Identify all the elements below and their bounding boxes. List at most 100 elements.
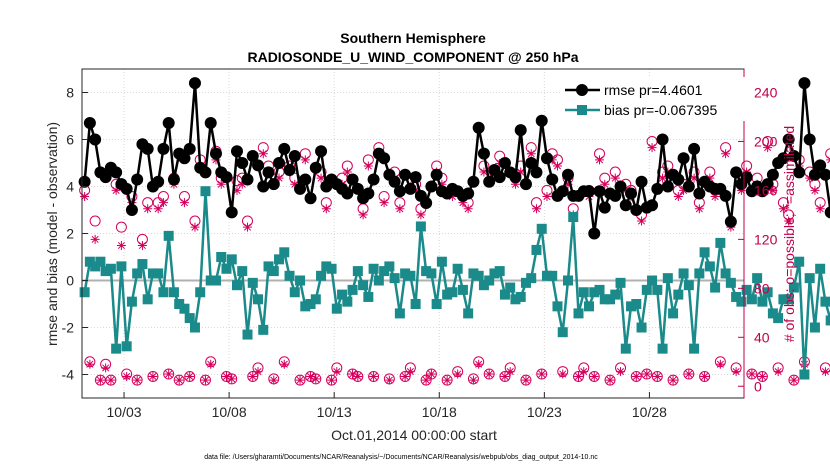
bias-point xyxy=(457,284,468,295)
rmse-point xyxy=(766,168,779,181)
possible-obs-point xyxy=(294,374,306,386)
bias-point xyxy=(310,294,321,305)
bias-point xyxy=(815,263,826,274)
bias-point xyxy=(489,268,500,279)
bias-point xyxy=(573,308,584,319)
bias-point xyxy=(762,287,773,298)
bias-point xyxy=(463,308,474,319)
bias-point xyxy=(132,268,143,279)
legend-bias-label: bias pr=-0.067395 xyxy=(604,102,717,118)
rmse-point xyxy=(367,173,380,186)
legend-box xyxy=(562,77,745,121)
rmse-point xyxy=(493,171,506,184)
y-right-tick-label: 200 xyxy=(754,133,778,149)
bias-point xyxy=(200,186,211,197)
assimilated-obs-point xyxy=(311,374,321,384)
assimilated-obs-point xyxy=(290,179,300,189)
possible-obs-point xyxy=(326,374,338,386)
bias-point xyxy=(126,296,137,307)
bias-point xyxy=(242,329,253,340)
assimilated-obs-point xyxy=(694,204,704,214)
bias-series xyxy=(79,186,830,380)
rmse-point xyxy=(404,182,417,195)
bias-point xyxy=(515,291,526,302)
assimilated-obs-point xyxy=(747,369,757,379)
rmse-point xyxy=(661,180,674,193)
bias-point xyxy=(295,275,306,286)
rmse-point xyxy=(183,142,196,155)
assimilated-obs-point xyxy=(221,371,231,381)
assimilated-obs-point xyxy=(185,371,195,381)
bias-point xyxy=(825,315,830,326)
assimilated-obs-point xyxy=(558,369,568,379)
assimilated-obs-point xyxy=(710,192,720,202)
rmse-point xyxy=(525,157,538,169)
possible-obs-point xyxy=(699,370,711,382)
bias-point xyxy=(111,343,122,354)
assimilated-obs-point xyxy=(426,369,436,379)
assimilated-obs-point xyxy=(306,371,316,381)
rmse-point xyxy=(125,204,138,216)
rmse-point xyxy=(188,77,201,90)
y-tick-label: -2 xyxy=(62,320,75,336)
assimilated-obs-point xyxy=(595,155,605,165)
assimilated-obs-point xyxy=(358,210,368,220)
bias-point xyxy=(652,284,663,295)
x-tick-label: 10/23 xyxy=(527,404,562,420)
assimilated-obs-point xyxy=(300,155,310,165)
rmse-point xyxy=(262,166,275,179)
assimilated-obs-point xyxy=(610,173,620,183)
assimilated-obs-point xyxy=(179,198,189,208)
rmse-point xyxy=(740,171,753,184)
bias-point xyxy=(195,287,206,298)
possible-obs-point xyxy=(746,368,758,380)
rmse-point xyxy=(651,182,664,195)
legend: rmse pr=4.4601 bias pr=-0.067395 xyxy=(562,77,745,121)
assimilated-obs-point xyxy=(316,173,326,183)
y-right-tick-label: 160 xyxy=(754,182,778,198)
y-tick-label: -4 xyxy=(62,367,75,383)
bias-point xyxy=(384,261,395,272)
rmse-point xyxy=(635,175,648,188)
assimilated-obs-point xyxy=(510,179,520,189)
bias-point xyxy=(599,294,610,305)
assimilated-obs-point xyxy=(605,375,615,385)
bias-point xyxy=(158,287,169,298)
assimilated-obs-point xyxy=(768,185,778,195)
rmse-point xyxy=(351,182,364,195)
bias-point xyxy=(153,268,164,279)
rmse-point xyxy=(509,171,522,184)
bias-point xyxy=(174,299,185,309)
assimilated-obs-point xyxy=(90,234,100,244)
possible-obs-point xyxy=(184,370,196,382)
assimilated-obs-point xyxy=(369,371,379,381)
assimilated-obs-point xyxy=(679,185,689,195)
x-tick-label: 10/08 xyxy=(212,404,247,420)
assimilated-obs-point xyxy=(405,367,415,377)
bias-point xyxy=(620,343,631,354)
assimilated-obs-point xyxy=(484,369,494,379)
y-tick-label: 0 xyxy=(66,273,74,289)
x-axis-label: Oct.01,2014 00:00:00 start xyxy=(331,427,497,443)
bias-point xyxy=(731,291,742,302)
assimilated-obs-point xyxy=(552,161,562,171)
rmse-point xyxy=(141,142,154,155)
rmse-point xyxy=(220,171,233,184)
rmse-point xyxy=(519,178,532,191)
possible-obs-point xyxy=(651,370,663,382)
bias-point xyxy=(778,294,789,305)
bias-point xyxy=(379,266,390,277)
rmse-point xyxy=(230,145,243,158)
rmse-point xyxy=(609,189,622,202)
bias-point xyxy=(216,252,227,262)
assimilated-obs-point xyxy=(153,204,163,214)
bias-point xyxy=(547,270,558,281)
assimilated-obs-point xyxy=(731,367,741,377)
rmse-point xyxy=(625,187,638,200)
bias-point xyxy=(189,322,200,333)
assimilated-obs-point xyxy=(516,167,526,177)
bias-point xyxy=(300,301,311,312)
rmse-point xyxy=(409,171,422,184)
possible-obs-point xyxy=(89,215,101,227)
assimilated-obs-point xyxy=(348,369,358,379)
